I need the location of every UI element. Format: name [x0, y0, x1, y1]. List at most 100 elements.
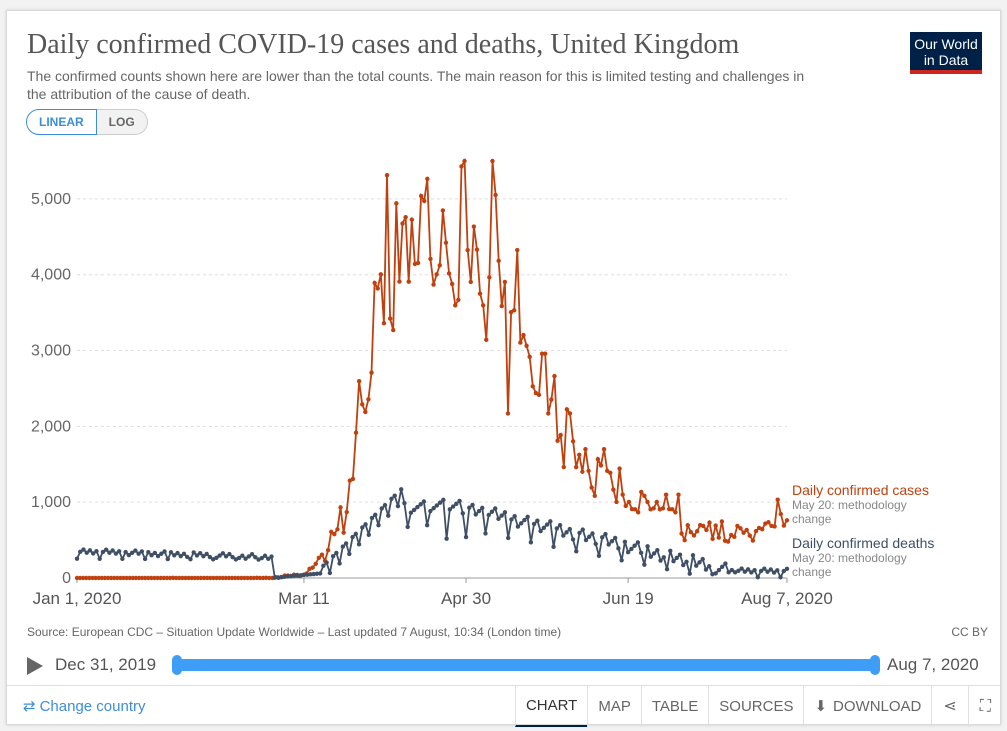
deaths-point	[149, 553, 154, 558]
y-tick-label: 0	[62, 570, 71, 587]
tab-map[interactable]: MAP	[587, 686, 641, 727]
cases-point	[152, 575, 157, 581]
deaths-point	[133, 548, 138, 553]
deaths-point	[269, 554, 274, 559]
deaths-point	[651, 551, 657, 556]
cases-point	[99, 575, 105, 581]
deaths-point	[590, 531, 595, 536]
timeline-end-handle[interactable]	[870, 655, 880, 675]
linear-scale-button[interactable]: LINEAR	[26, 109, 97, 135]
fullscreen-button[interactable]: ⛶	[967, 686, 1002, 727]
deaths-point	[382, 503, 388, 508]
tab-table[interactable]: TABLE	[640, 686, 708, 727]
play-icon[interactable]	[27, 657, 43, 675]
deaths-point	[561, 533, 566, 538]
cases-point	[77, 575, 83, 581]
cases-point	[635, 510, 641, 515]
deaths-point	[518, 521, 524, 526]
deaths-point	[638, 550, 644, 556]
deaths-point	[392, 493, 397, 498]
deaths-point	[441, 497, 446, 503]
tab-map-label: MAP	[598, 697, 631, 715]
deaths-point	[454, 501, 459, 506]
cases-point	[518, 340, 523, 345]
cases-point	[418, 193, 424, 199]
cases-point	[186, 575, 191, 581]
cases-annotation: May 20: methodology	[792, 498, 907, 512]
change-country-link[interactable]: ⇄ Change country	[23, 697, 145, 716]
deaths-point	[548, 519, 553, 524]
deaths-point	[142, 556, 148, 562]
deaths-point	[395, 503, 401, 509]
deaths-point	[253, 555, 258, 560]
deaths-point	[129, 550, 135, 556]
deaths-point	[162, 549, 167, 554]
deaths-point	[765, 569, 770, 574]
cases-point	[480, 303, 486, 308]
deaths-point	[505, 535, 511, 541]
cases-point	[431, 282, 436, 287]
deaths-point	[418, 502, 423, 507]
cases-point	[105, 575, 111, 581]
deaths-point	[272, 575, 277, 580]
cases-point	[673, 510, 678, 515]
cases-point	[158, 575, 163, 581]
deaths-point	[437, 500, 443, 505]
share-button[interactable]: ⋖	[931, 686, 967, 727]
deaths-point	[292, 573, 297, 579]
cases-point	[707, 520, 712, 525]
timeline-end-label: Aug 7, 2020	[887, 655, 979, 674]
x-tick-label: Jan 1, 2020	[33, 589, 122, 608]
cases-point	[716, 535, 721, 540]
cases-point	[784, 518, 790, 523]
deaths-point	[120, 556, 125, 562]
timeline: Dec 31, 2019 Aug 7, 2020	[7, 651, 1002, 681]
cases-point	[143, 575, 148, 581]
cases-point	[394, 201, 399, 206]
deaths-point	[499, 513, 504, 518]
cases-point	[772, 524, 777, 529]
logo-line-1: Our World	[914, 36, 978, 52]
cases-point	[766, 520, 771, 525]
cases-point	[598, 463, 604, 468]
cases-point	[325, 548, 331, 553]
tab-chart[interactable]: CHART	[514, 686, 588, 727]
cases-point	[74, 575, 80, 581]
cases-point	[310, 565, 315, 570]
timeline-track[interactable]	[177, 659, 875, 671]
cases-point	[456, 297, 461, 303]
cases-point	[639, 489, 644, 495]
cases-point	[356, 378, 362, 384]
owid-logo[interactable]: Our World in Data	[910, 32, 982, 74]
tab-download[interactable]: ⬇ DOWNLOAD	[803, 686, 931, 727]
deaths-point	[139, 549, 145, 554]
tab-sources[interactable]: SOURCES	[708, 686, 803, 727]
deaths-point	[207, 554, 213, 560]
cases-point	[208, 575, 213, 581]
deaths-point	[713, 571, 718, 576]
deaths-point	[386, 513, 391, 518]
log-scale-button[interactable]: LOG	[96, 109, 148, 135]
deaths-point	[749, 570, 754, 575]
deaths-point	[337, 561, 342, 566]
deaths-point	[486, 512, 491, 518]
deaths-point	[379, 506, 384, 511]
deaths-annotation-line2: change	[792, 565, 832, 579]
timeline-start-handle[interactable]	[172, 655, 182, 675]
cases-point	[701, 523, 706, 529]
cases-point	[167, 575, 173, 581]
cases-point	[236, 575, 241, 581]
cases-point	[409, 217, 415, 222]
cases-annotation-line2: change	[792, 512, 832, 526]
deaths-point	[784, 566, 790, 572]
cases-point	[90, 575, 95, 581]
deaths-point	[431, 506, 436, 511]
deaths-point	[674, 555, 679, 561]
deaths-point	[606, 542, 611, 547]
deaths-point	[739, 566, 744, 571]
license-label[interactable]: CC BY	[951, 625, 988, 639]
cases-point	[102, 575, 108, 581]
deaths-point	[343, 541, 349, 546]
cases-point	[567, 411, 573, 416]
cases-point	[577, 452, 582, 458]
